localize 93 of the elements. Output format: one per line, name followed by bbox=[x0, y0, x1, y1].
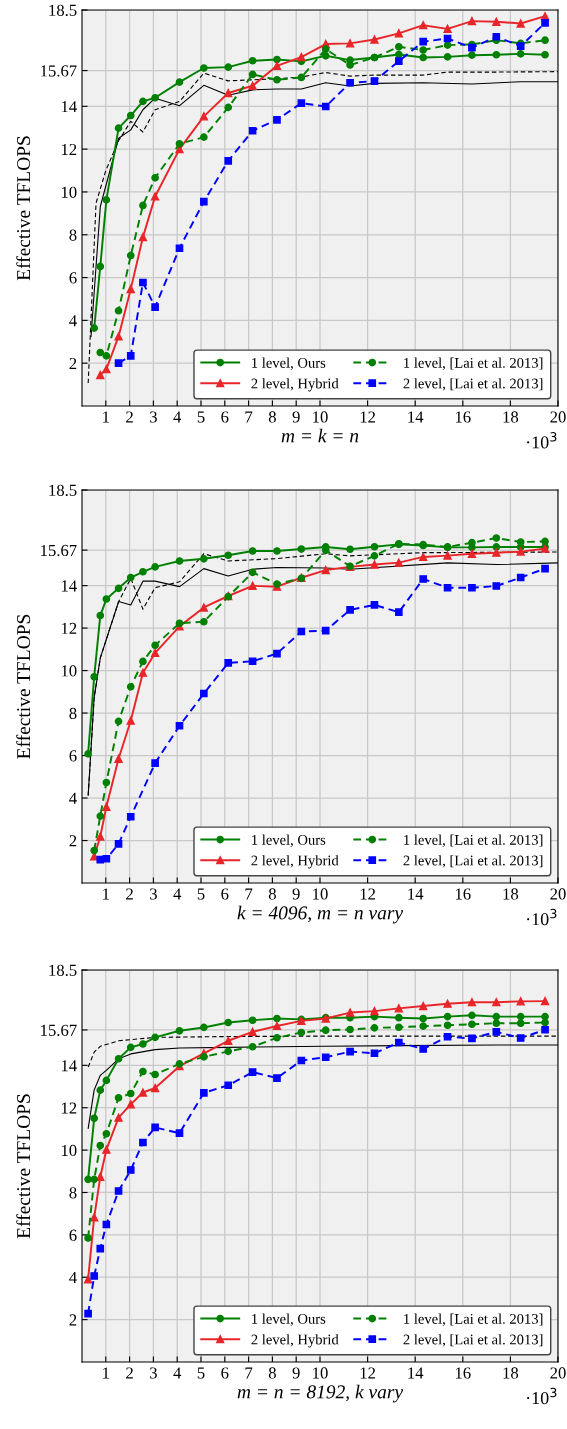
legend-label: 1 level, [Lai et al. 2013] bbox=[404, 357, 543, 370]
x-tick-label: 10 bbox=[313, 888, 328, 900]
x-tick-label: 14 bbox=[408, 1367, 424, 1379]
x-axis-title: m = k = n bbox=[281, 428, 359, 443]
y-tick-label: 6 bbox=[69, 1229, 77, 1241]
y-tick-label: 18.5 bbox=[49, 964, 77, 977]
x-tick-label: 1 bbox=[103, 411, 109, 423]
y-tick-label: 8 bbox=[69, 229, 77, 241]
y-tick-label: 4 bbox=[69, 792, 77, 804]
y-tick-label: 15.67 bbox=[41, 1024, 77, 1036]
x-tick-label: 20 bbox=[550, 888, 566, 900]
text: ·10$^{3}$ bbox=[527, 432, 557, 449]
y-tick-label: 8 bbox=[69, 707, 77, 719]
x-tick-label: 2 bbox=[126, 411, 133, 423]
legend-label: 2 level, Hybrid bbox=[251, 855, 339, 869]
y-tick-label: 10 bbox=[61, 665, 77, 677]
x-tick-label: 1 bbox=[103, 888, 109, 900]
y-tick-label: 18.5 bbox=[49, 4, 77, 17]
x-tick-label: 12 bbox=[360, 1367, 376, 1379]
x-tick-label: 8 bbox=[268, 411, 276, 423]
text: ·10$^{3}$ bbox=[527, 1387, 557, 1405]
x-tick-label: 3 bbox=[150, 411, 157, 423]
y-tick-label: 2 bbox=[69, 1314, 77, 1326]
y-tick-label: 4 bbox=[69, 315, 77, 327]
x-tick-label: 6 bbox=[221, 411, 229, 423]
x-tick-label: 4 bbox=[173, 888, 182, 900]
legend-label: 1 level, [Lai et al. 2013] bbox=[404, 1313, 543, 1326]
legend-label: 1 level, [Lai et al. 2013] bbox=[404, 834, 543, 847]
y-tick-label: 4 bbox=[69, 1272, 77, 1284]
legend-label: 1 level, Ours bbox=[252, 1313, 326, 1326]
x-tick-label: 9 bbox=[292, 1367, 300, 1379]
x-tick-label: 12 bbox=[360, 411, 376, 423]
legend-label: 1 level, Ours bbox=[252, 357, 326, 370]
y-tick-label: 14 bbox=[61, 101, 77, 113]
legend-label: 2 level, Hybrid bbox=[251, 378, 339, 392]
y-tick-label: 6 bbox=[69, 750, 77, 762]
x-tick-label: 18 bbox=[503, 411, 519, 423]
x-tick-label: 2 bbox=[126, 1367, 133, 1379]
y-tick-label: 15.67 bbox=[41, 65, 77, 77]
x-tick-label: 2 bbox=[126, 888, 133, 900]
x-tick-label: 4 bbox=[173, 1367, 182, 1379]
x-tick-label: 4 bbox=[173, 411, 182, 423]
x-tick-label: 16 bbox=[455, 888, 471, 900]
legend-label: 2 level, [Lai et al. 2013] bbox=[403, 1334, 543, 1347]
x-tick-label: 7 bbox=[245, 1367, 253, 1379]
x-tick-label: 18 bbox=[503, 1367, 519, 1379]
x-tick-label: 3 bbox=[150, 1367, 157, 1379]
y-tick-label: 18.5 bbox=[49, 484, 77, 497]
legend-label: 2 level, [Lai et al. 2013] bbox=[403, 855, 543, 868]
x-tick-label: 9 bbox=[292, 411, 300, 423]
x-tick-label: 9 bbox=[292, 888, 300, 900]
x-tick-label: 5 bbox=[197, 888, 205, 900]
x-tick-label: 3 bbox=[150, 888, 157, 900]
x-tick-label: 8 bbox=[268, 1367, 276, 1379]
y-tick-label: 14 bbox=[61, 580, 77, 592]
y-axis-title: Effective TFLOPS bbox=[16, 136, 31, 281]
x-tick-label: 16 bbox=[455, 411, 471, 423]
y-tick-label: 14 bbox=[61, 1060, 77, 1072]
x-tick-label: 18 bbox=[503, 888, 519, 900]
x-axis-title: k = 4096, m = n vary bbox=[237, 905, 404, 924]
y-tick-label: 8 bbox=[69, 1187, 77, 1199]
text: ·10$^{3}$ bbox=[527, 908, 557, 926]
x-tick-label: 7 bbox=[245, 411, 253, 423]
y-tick-label: 2 bbox=[69, 835, 77, 847]
x-tick-label: 6 bbox=[221, 888, 229, 900]
x-tick-label: 10 bbox=[313, 411, 328, 423]
x-axis-title: m = n = 8192, k vary bbox=[237, 1384, 404, 1403]
y-tick-label: 10 bbox=[61, 186, 77, 198]
y-tick-label: 2 bbox=[69, 357, 77, 369]
x-tick-label: 5 bbox=[197, 1367, 205, 1379]
x-tick-label: 5 bbox=[197, 411, 205, 423]
y-tick-label: 12 bbox=[61, 143, 77, 155]
x-tick-label: 14 bbox=[408, 888, 424, 900]
x-tick-label: 14 bbox=[408, 411, 424, 423]
y-tick-label: 10 bbox=[61, 1144, 77, 1157]
x-tick-label: 16 bbox=[455, 1367, 471, 1379]
x-tick-label: 8 bbox=[268, 888, 276, 900]
x-tick-label: 6 bbox=[221, 1367, 229, 1379]
x-tick-label: 10 bbox=[313, 1367, 328, 1379]
y-tick-label: 6 bbox=[69, 272, 77, 284]
legend-label: 2 level, [Lai et al. 2013] bbox=[403, 378, 543, 391]
x-tick-label: 12 bbox=[360, 888, 376, 900]
legend-label: 1 level, Ours bbox=[252, 834, 326, 847]
y-tick-label: 12 bbox=[61, 622, 77, 634]
y-axis-title: Effective TFLOPS bbox=[16, 614, 31, 759]
y-axis-title: Effective TFLOPS bbox=[16, 1094, 31, 1239]
legend-label: 2 level, Hybrid bbox=[251, 1334, 339, 1348]
x-tick-label: 20 bbox=[550, 1367, 566, 1379]
y-tick-label: 15.67 bbox=[41, 544, 77, 557]
x-tick-label: 1 bbox=[103, 1367, 109, 1379]
x-tick-label: 7 bbox=[245, 888, 253, 900]
y-tick-label: 12 bbox=[61, 1102, 77, 1114]
x-tick-label: 20 bbox=[550, 411, 566, 423]
